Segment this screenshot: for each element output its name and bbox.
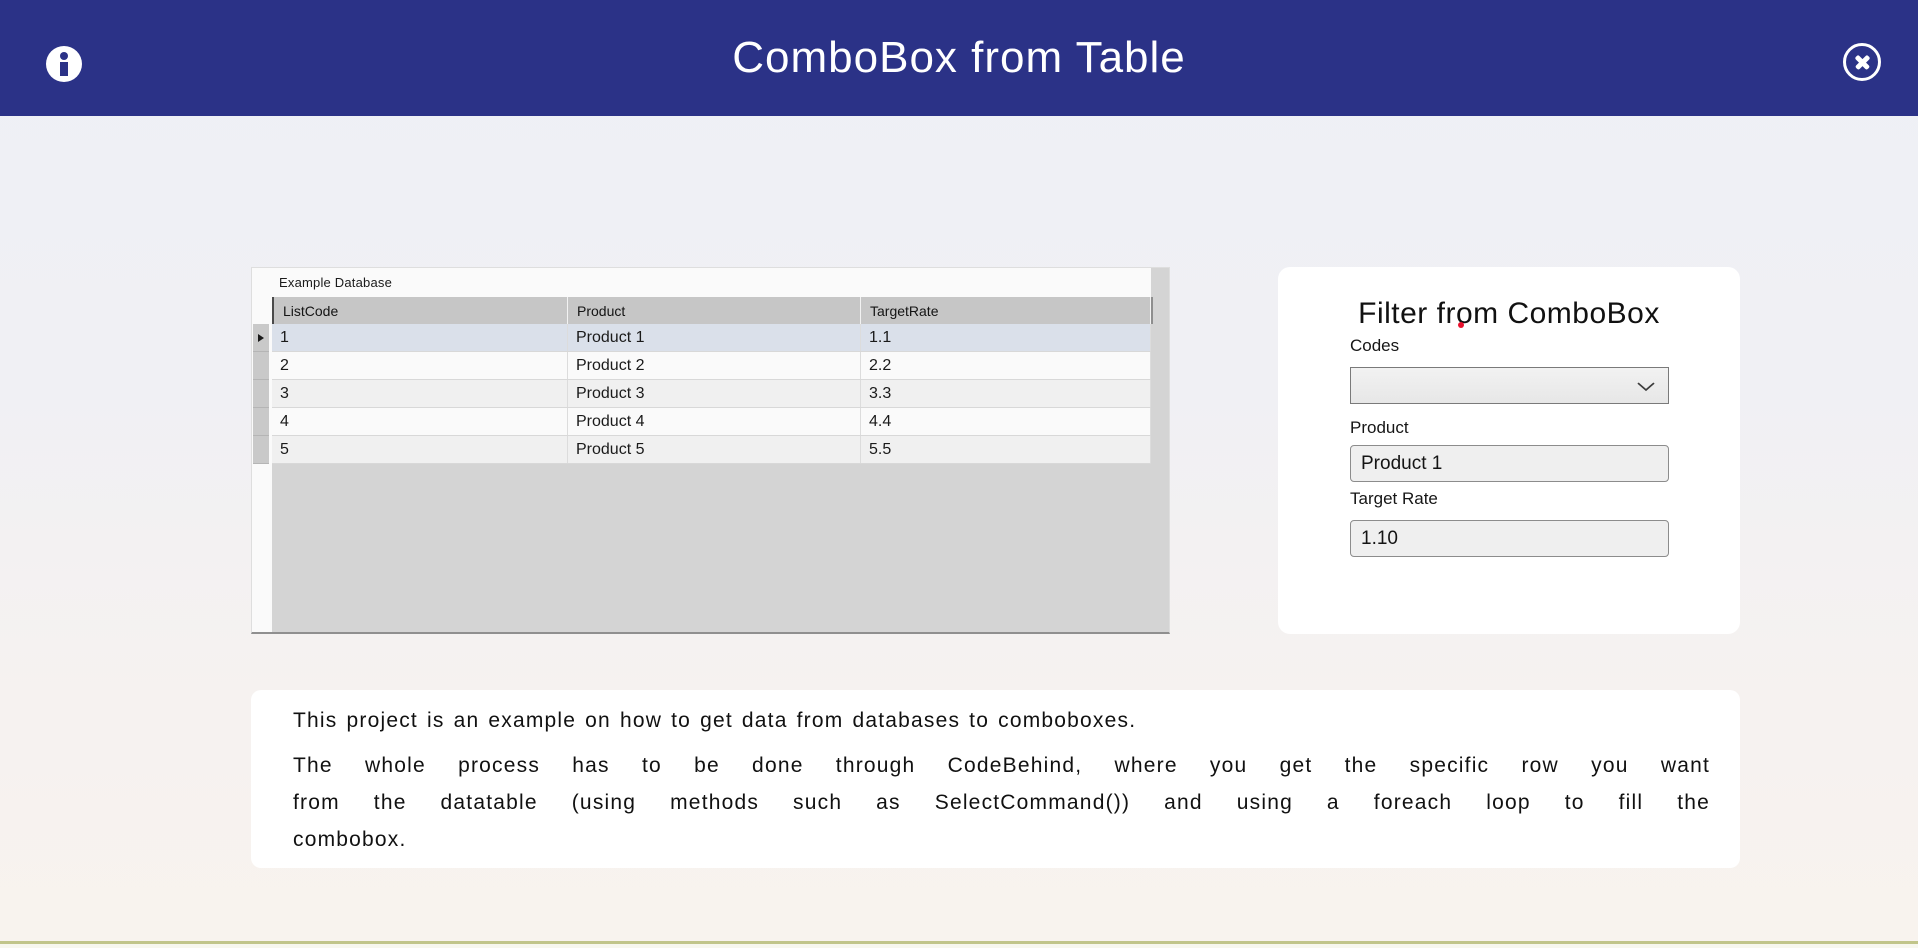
product-label: Product <box>1350 418 1409 437</box>
datagrid-rows: 1 Product 1 1.1 2 Product 2 2.2 3 Produc… <box>272 324 1151 464</box>
cell-product: Product 1 <box>568 324 861 351</box>
datagrid: ListCode Product TargetRate 1 Product 1 … <box>252 297 1153 632</box>
info-icon-stem <box>60 62 68 76</box>
cell-product: Product 5 <box>568 436 861 463</box>
target-rate-textbox-value: 1.10 <box>1361 527 1398 549</box>
cell-listcode: 3 <box>272 380 568 407</box>
close-button[interactable] <box>1843 43 1881 81</box>
red-dot-marker <box>1458 322 1464 328</box>
row-header[interactable] <box>253 352 269 380</box>
column-header-targetrate[interactable]: TargetRate <box>861 297 1151 324</box>
table-row[interactable]: 3 Product 3 3.3 <box>272 380 1151 408</box>
titlebar: ComboBox from Table <box>0 0 1918 116</box>
cell-targetrate: 2.2 <box>861 352 1151 379</box>
table-row-selected[interactable]: 1 Product 1 1.1 <box>272 324 1151 352</box>
cell-product: Product 4 <box>568 408 861 435</box>
cell-targetrate: 4.4 <box>861 408 1151 435</box>
cell-listcode: 4 <box>272 408 568 435</box>
description-card: This project is an example on how to get… <box>251 690 1740 868</box>
table-row[interactable]: 4 Product 4 4.4 <box>272 408 1151 436</box>
cell-product: Product 3 <box>568 380 861 407</box>
cell-targetrate: 3.3 <box>861 380 1151 407</box>
description-paragraph-2-line-2: from the datatable (using methods such a… <box>293 791 1710 814</box>
bottom-edge-strip <box>0 941 1918 948</box>
product-textbox[interactable]: Product 1 <box>1350 445 1669 482</box>
description-paragraph-2-line-3: combobox. <box>293 828 407 851</box>
cell-listcode: 5 <box>272 436 568 463</box>
target-rate-label: Target Rate <box>1350 489 1438 508</box>
example-database-groupbox: Example Database ListCode Product Target… <box>251 267 1170 634</box>
cell-listcode: 1 <box>272 324 568 351</box>
codes-combobox[interactable] <box>1350 367 1669 404</box>
table-row[interactable]: 2 Product 2 2.2 <box>272 352 1151 380</box>
grid-empty-area <box>272 464 1151 632</box>
cell-targetrate: 1.1 <box>861 324 1151 351</box>
target-rate-textbox[interactable]: 1.10 <box>1350 520 1669 557</box>
description-paragraph-1: This project is an example on how to get… <box>293 709 1137 732</box>
selected-row-arrow-icon <box>258 333 264 342</box>
row-header[interactable] <box>253 436 269 464</box>
cell-listcode: 2 <box>272 352 568 379</box>
cell-product: Product 2 <box>568 352 861 379</box>
info-icon <box>60 52 68 60</box>
row-header-selected[interactable] <box>253 324 269 352</box>
filter-card-title: Filter from ComboBox <box>1358 297 1660 330</box>
cell-targetrate: 5.5 <box>861 436 1151 463</box>
row-header-strip <box>253 324 269 464</box>
codes-label: Codes <box>1350 336 1400 355</box>
info-button[interactable] <box>46 46 82 82</box>
chevron-down-icon <box>1637 382 1655 392</box>
grid-right-filler <box>1151 268 1169 632</box>
filter-card: Filter from ComboBox Codes Product Produ… <box>1278 267 1740 634</box>
column-header-product[interactable]: Product <box>568 297 861 324</box>
column-header-listcode[interactable]: ListCode <box>272 297 568 324</box>
product-textbox-value: Product 1 <box>1361 452 1443 474</box>
groupbox-label: Example Database <box>279 275 393 290</box>
row-header[interactable] <box>253 380 269 408</box>
row-header[interactable] <box>253 408 269 436</box>
description-paragraph-2-line-1: The whole process has to be done through… <box>293 754 1710 777</box>
datagrid-header-row: ListCode Product TargetRate <box>272 297 1153 324</box>
table-row[interactable]: 5 Product 5 5.5 <box>272 436 1151 464</box>
window-title: ComboBox from Table <box>732 33 1186 82</box>
